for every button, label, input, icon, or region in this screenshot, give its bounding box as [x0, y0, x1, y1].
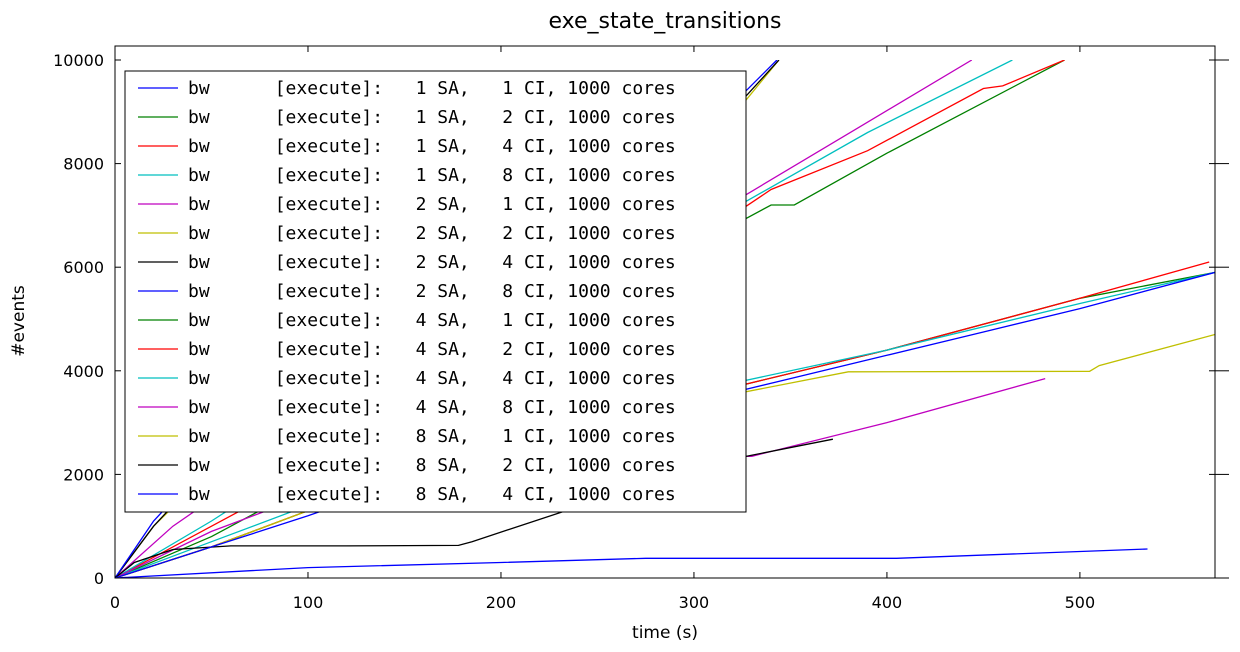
- legend-entry: bw [execute]: 4 SA, 1 CI, 1000 cores: [188, 310, 676, 331]
- x-tick-label: 400: [872, 593, 903, 612]
- x-tick-label: 0: [110, 593, 120, 612]
- legend-entry: bw [execute]: 8 SA, 2 CI, 1000 cores: [188, 455, 676, 476]
- y-tick-label: 6000: [63, 258, 104, 277]
- legend-entry: bw [execute]: 1 SA, 1 CI, 1000 cores: [188, 78, 676, 99]
- legend-entry: bw [execute]: 4 SA, 8 CI, 1000 cores: [188, 397, 676, 418]
- legend-entry: bw [execute]: 2 SA, 8 CI, 1000 cores: [188, 281, 676, 302]
- legend-entry: bw [execute]: 8 SA, 4 CI, 1000 cores: [188, 484, 676, 505]
- y-tick-label: 2000: [63, 465, 104, 484]
- y-tick-label: 10000: [53, 51, 104, 70]
- legend-entry: bw [execute]: 1 SA, 8 CI, 1000 cores: [188, 165, 676, 186]
- x-tick-label: 500: [1065, 593, 1096, 612]
- legend-box: [124, 70, 747, 513]
- chart-title: exe_state_transitions: [548, 9, 781, 34]
- legend-entry: bw [execute]: 1 SA, 4 CI, 1000 cores: [188, 136, 676, 157]
- legend-entry: bw [execute]: 1 SA, 2 CI, 1000 cores: [188, 107, 676, 128]
- y-tick-label: 0: [94, 569, 104, 588]
- y-tick-label: 8000: [63, 155, 104, 174]
- x-tick-label: 200: [486, 593, 517, 612]
- legend-entry: bw [execute]: 2 SA, 2 CI, 1000 cores: [188, 223, 676, 244]
- y-tick-label: 4000: [63, 362, 104, 381]
- axes-frame: [114, 45, 1216, 579]
- x-axis-label: time (s): [632, 623, 698, 643]
- x-tick-label: 100: [293, 593, 324, 612]
- ticks-group: 0 100 200 300 400 500 0 2000 4000 6000 8000 10000: [53, 46, 1229, 612]
- legend-entry: bw [execute]: 4 SA, 2 CI, 1000 cores: [188, 339, 676, 360]
- legend-entry: bw [execute]: 4 SA, 4 CI, 1000 cores: [188, 368, 676, 389]
- legend: bw [execute]: 1 SA, 1 CI, 1000 cores bw […: [124, 70, 747, 513]
- y-axis-label: #events: [9, 285, 29, 357]
- series-line-1: [115, 548, 1148, 578]
- legend-entry: bw [execute]: 8 SA, 1 CI, 1000 cores: [188, 426, 676, 447]
- legend-entry: bw [execute]: 2 SA, 1 CI, 1000 cores: [188, 194, 676, 215]
- x-tick-label: 300: [679, 593, 710, 612]
- legend-entry: bw [execute]: 2 SA, 4 CI, 1000 cores: [188, 252, 676, 273]
